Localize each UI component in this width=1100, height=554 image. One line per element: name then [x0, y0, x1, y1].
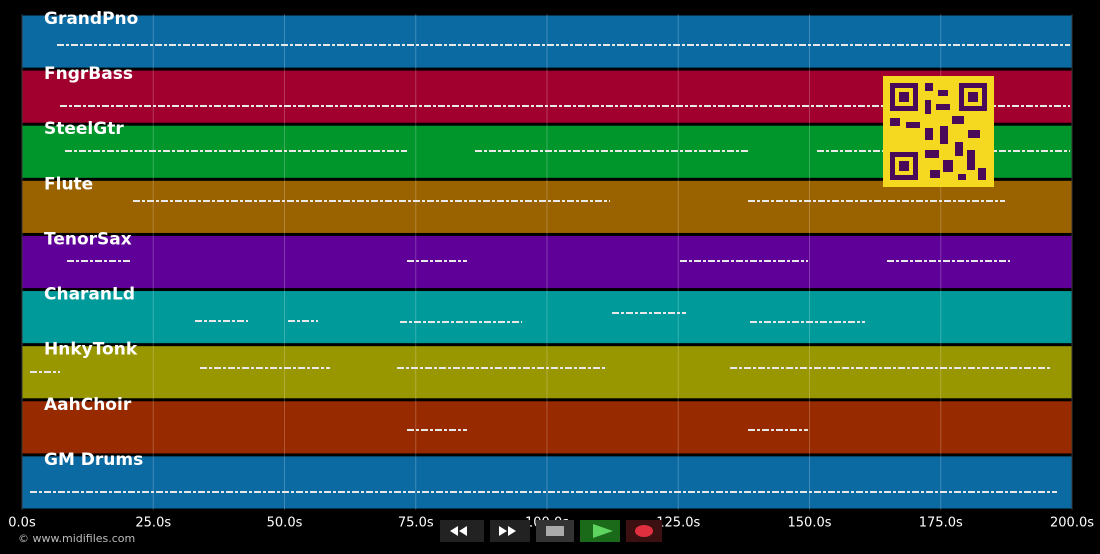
- qr-code: [883, 76, 994, 187]
- fast-forward-button[interactable]: [490, 520, 530, 542]
- time-tick-label: 75.0s: [398, 516, 434, 531]
- time-tick-label: 125.0s: [656, 516, 700, 531]
- track-band: [21, 400, 1073, 455]
- notes: [30, 44, 1070, 493]
- rewind-button[interactable]: [440, 520, 484, 542]
- track-label: AahChoir: [44, 395, 132, 415]
- track-label: Flute: [44, 174, 93, 194]
- track-band: [21, 179, 1073, 234]
- record-button[interactable]: [626, 520, 662, 542]
- track-label: FngrBass: [44, 64, 133, 84]
- track-label: GM Drums: [44, 450, 143, 470]
- play-button[interactable]: [580, 520, 620, 542]
- track-label: SteelGtr: [44, 119, 124, 139]
- time-tick-label: 50.0s: [267, 516, 303, 531]
- track-band: [21, 14, 1073, 69]
- track-label: TenorSax: [44, 229, 132, 249]
- credit: © www.midifiles.com: [18, 532, 135, 545]
- time-tick-label: 200.0s: [1050, 516, 1094, 531]
- time-tick-label: 150.0s: [788, 516, 832, 531]
- track-label: CharanLd: [44, 285, 135, 305]
- time-axis: 0.0s25.0s50.0s75.0s100.0s125.0s150.0s175…: [8, 9, 1094, 531]
- stop-button[interactable]: [536, 520, 574, 542]
- track-label: GrandPno: [44, 9, 138, 29]
- time-tick-label: 25.0s: [135, 516, 171, 531]
- track-label: HnkyTonk: [44, 340, 138, 360]
- track-band: [21, 345, 1073, 400]
- time-tick-label: 175.0s: [919, 516, 963, 531]
- time-tick-label: 0.0s: [8, 516, 36, 531]
- track-band: [21, 290, 1073, 345]
- track-band: [21, 455, 1073, 510]
